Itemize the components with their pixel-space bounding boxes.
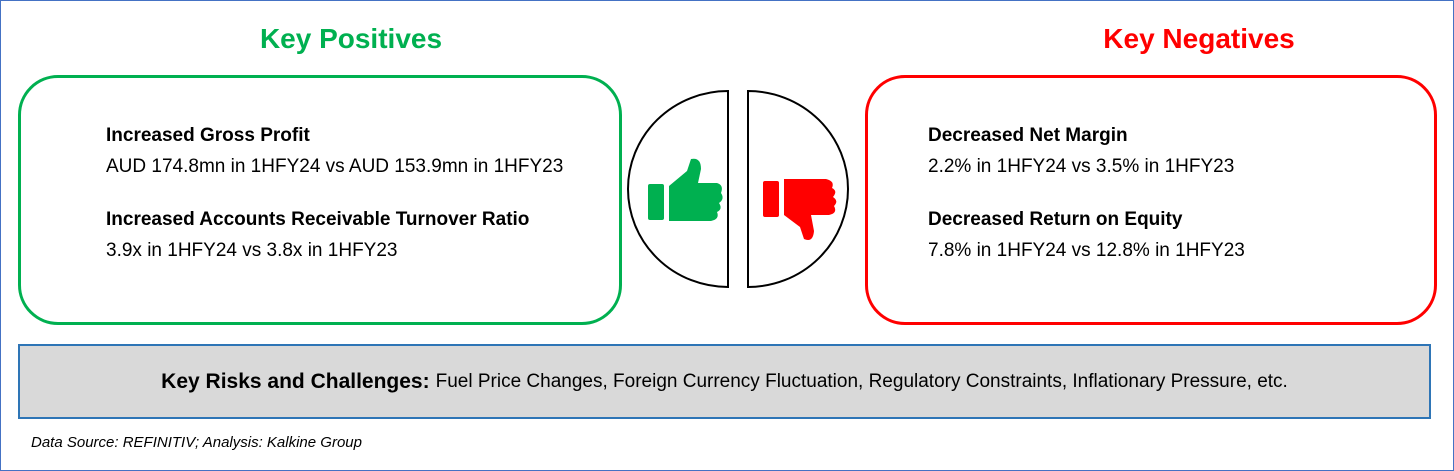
source-note: Data Source: REFINITIV; Analysis: Kalkin… [31,434,362,451]
item-heading: Decreased Net Margin [928,125,1128,146]
item-detail: 7.8% in 1HFY24 vs 12.8% in 1HFY23 [928,240,1245,261]
negative-item: Decreased Net Margin 2.2% in 1HFY24 vs 3… [928,120,1434,182]
risks-bar: Key Risks and Challenges: Fuel Price Cha… [18,344,1431,419]
item-detail: 3.9x in 1HFY24 vs 3.8x in 1HFY23 [106,240,398,261]
item-heading: Increased Gross Profit [106,125,310,146]
positive-item: Increased Gross Profit AUD 174.8mn in 1H… [106,120,619,182]
item-detail: AUD 174.8mn in 1HFY24 vs AUD 153.9mn in … [106,156,564,177]
positive-item: Increased Accounts Receivable Turnover R… [106,204,619,266]
thumb-down [763,179,837,240]
negatives-box: Decreased Net Margin 2.2% in 1HFY24 vs 3… [865,75,1437,325]
negative-item: Decreased Return on Equity 7.8% in 1HFY2… [928,204,1434,266]
positives-box: Increased Gross Profit AUD 174.8mn in 1H… [18,75,622,325]
item-heading: Decreased Return on Equity [928,209,1183,230]
positives-title: Key Positives [259,23,443,54]
risks-text: Fuel Price Changes, Foreign Currency Flu… [435,370,1288,392]
thumb-up [648,158,723,221]
thumbs-icon [627,89,849,289]
negatives-title: Key Negatives [1103,23,1295,54]
risks-label: Key Risks and Challenges: [161,369,430,393]
item-heading: Increased Accounts Receivable Turnover R… [106,209,530,230]
item-detail: 2.2% in 1HFY24 vs 3.5% in 1HFY23 [928,156,1235,177]
